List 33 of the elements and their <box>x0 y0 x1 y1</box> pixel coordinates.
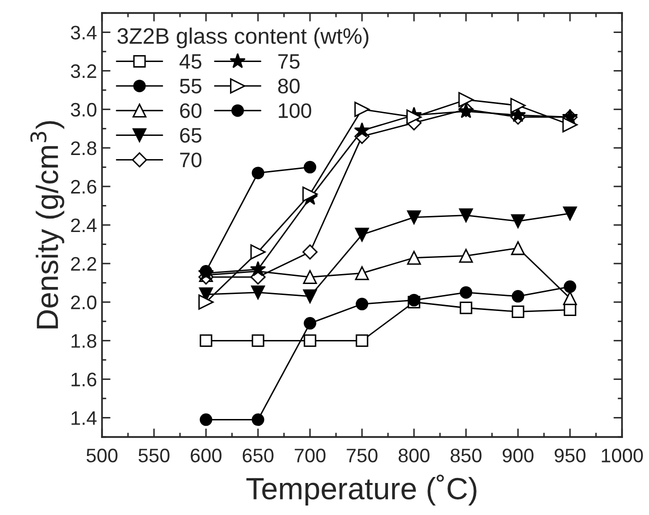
legend-label: 80 <box>278 78 300 94</box>
x-tick-label: 550 <box>138 448 170 462</box>
y-tick-label: 2.4 <box>71 218 97 232</box>
legend-label: 75 <box>278 54 300 69</box>
y-tick-label: 1.6 <box>72 372 96 386</box>
x-axis-title: Temperature (˚C) <box>246 474 476 506</box>
y-tick-label: 3.4 <box>70 26 97 40</box>
legend-title: 3Z2B glass content (wt%) <box>117 28 368 48</box>
legend-label: 60 <box>180 103 202 118</box>
legend-label: 100 <box>278 103 312 118</box>
x-tick-label: 950 <box>554 448 586 462</box>
legend-label: 45 <box>180 54 202 69</box>
legend-label: 70 <box>180 152 202 168</box>
y-tick-label: 3.0 <box>70 102 96 117</box>
x-tick-label: 650 <box>242 448 274 462</box>
x-tick-label: 500 <box>86 448 118 462</box>
y-tick-label: 2.2 <box>71 257 96 271</box>
y-tick-label: 2.0 <box>71 296 96 310</box>
x-tick-label: 700 <box>294 448 326 462</box>
y-tick-label: 3.2 <box>70 64 96 78</box>
x-tick-label: 800 <box>398 448 430 462</box>
x-tick-label: 1000 <box>602 448 643 462</box>
y-tick-label: 1.4 <box>72 411 97 425</box>
x-tick-label: 750 <box>346 448 378 462</box>
y-axis-title: Density (g/cm$^{3}$) <box>30 121 64 328</box>
y-tick-label: 2.8 <box>71 141 96 156</box>
legend-label: 55 <box>180 78 202 94</box>
y-tick-label: 1.8 <box>72 334 96 348</box>
x-tick-label: 900 <box>502 448 534 462</box>
x-tick-label: 600 <box>190 448 222 462</box>
x-tick-label: 850 <box>450 448 482 462</box>
y-tick-label: 2.6 <box>71 180 96 194</box>
legend-label: 65 <box>180 128 202 143</box>
